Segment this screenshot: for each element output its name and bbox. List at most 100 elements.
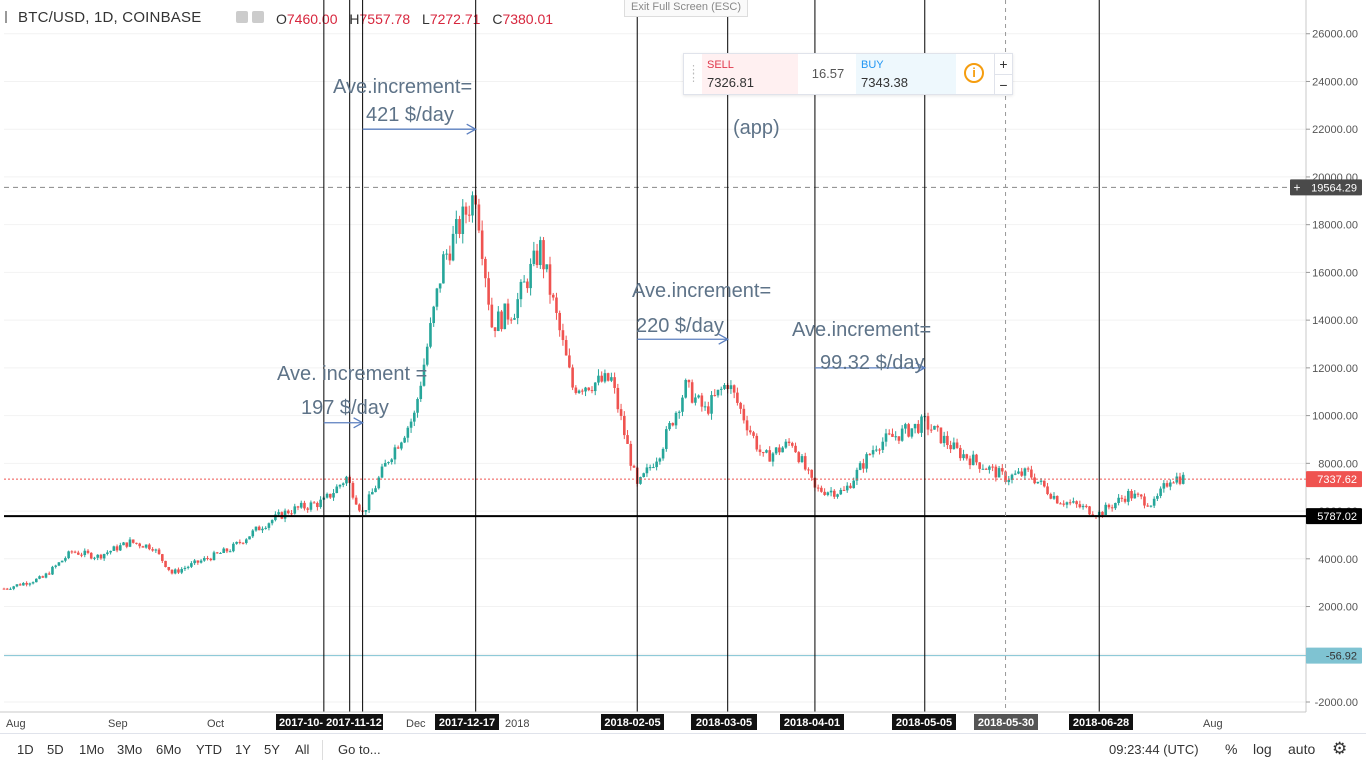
symbol-flag-icon[interactable]	[5, 11, 16, 23]
candle-body	[674, 412, 678, 426]
candle-body	[28, 583, 32, 585]
ohlc-close-value: 7380.01	[502, 11, 554, 27]
candle-body	[38, 576, 41, 579]
candle-body	[497, 311, 500, 332]
candle-body	[257, 526, 261, 531]
ohlc-high-value: 7557.78	[359, 11, 411, 27]
goto-button[interactable]: Go to...	[338, 742, 381, 757]
info-icon[interactable]: i	[964, 63, 984, 83]
candle-body	[1039, 480, 1043, 482]
date-marker-label: 2018-05-30	[978, 717, 1034, 729]
candle-body	[897, 436, 901, 441]
minus-button[interactable]: −	[995, 74, 1012, 95]
candle-body	[164, 560, 167, 567]
candle-body	[1001, 468, 1004, 472]
candle-body	[380, 466, 384, 478]
candle-body	[151, 549, 154, 551]
candle-body	[141, 546, 145, 548]
candle-body	[458, 219, 461, 234]
date-marker-label: 2017-12-17	[439, 717, 495, 729]
range-1mo-button[interactable]: 1Mo	[79, 742, 105, 757]
candle-body	[199, 560, 203, 563]
candle-body	[574, 387, 578, 393]
candle-body	[312, 502, 316, 504]
candle-body	[1133, 493, 1137, 499]
candle-body	[1165, 483, 1169, 487]
candle-body	[677, 411, 681, 413]
candle-body	[51, 566, 54, 575]
price-label: 5787.02	[1317, 511, 1357, 523]
utc-clock[interactable]: 09:23:44 (UTC)	[1109, 742, 1199, 757]
symbol-buttons	[236, 10, 268, 28]
candle-body	[713, 395, 717, 397]
annotation-text: 99.32 $/day	[820, 352, 925, 374]
candle-body	[833, 490, 836, 497]
range-5y-button[interactable]: 5Y	[264, 742, 280, 757]
ohlc-values: O7460.00 H7557.78 L7272.71 C7380.01	[276, 11, 561, 27]
candle-body	[432, 306, 435, 324]
ohlc-high-key: H	[349, 11, 360, 27]
price-label: -56.92	[1326, 651, 1357, 663]
candle-body	[403, 437, 406, 443]
date-marker-label: 2018-04-01	[784, 717, 840, 729]
range-1d-button[interactable]: 1D	[17, 742, 34, 757]
percent-toggle[interactable]: %	[1225, 741, 1238, 757]
candle-body	[810, 469, 813, 478]
candle-body	[561, 330, 565, 341]
candle-body	[952, 442, 956, 450]
candle-body	[758, 449, 762, 453]
candle-body	[1181, 474, 1185, 484]
log-toggle[interactable]: log	[1253, 741, 1272, 757]
auto-toggle[interactable]: auto	[1288, 741, 1316, 757]
plus-button[interactable]: +	[999, 56, 1008, 72]
range-6mo-button[interactable]: 6Mo	[156, 742, 182, 757]
candle-body	[623, 415, 626, 436]
visibility-icon[interactable]	[236, 11, 248, 23]
candle-body	[690, 382, 694, 403]
candle-body	[296, 506, 300, 508]
price-chart[interactable]: 28000.0026000.0024000.0022000.0020000.00…	[0, 0, 1366, 733]
range-5d-button[interactable]: 5D	[47, 742, 64, 757]
candle-body	[668, 423, 671, 430]
candle-body	[419, 385, 423, 399]
range-ytd-button[interactable]: YTD	[196, 742, 222, 757]
candle-body	[235, 541, 238, 544]
candle-body	[910, 428, 914, 437]
candle-body	[112, 546, 116, 551]
candle-body	[803, 456, 807, 470]
candle-body	[616, 387, 620, 410]
gear-icon[interactable]: ⚙	[1332, 739, 1348, 758]
candle-body	[529, 263, 532, 289]
buy-button[interactable]: BUY 7343.38	[856, 54, 956, 94]
candle-body	[131, 539, 135, 543]
candle-body	[31, 582, 35, 584]
candle-body	[742, 408, 746, 421]
range-all-button[interactable]: All	[295, 742, 310, 757]
candle-body	[70, 551, 74, 553]
date-marker-label: 2018-05-05	[896, 717, 952, 729]
candle-body	[1043, 480, 1046, 487]
date-marker-bg	[1069, 714, 1133, 730]
candle-body	[248, 536, 251, 540]
sell-button[interactable]: SELL 7326.81	[702, 54, 798, 94]
range-3mo-button[interactable]: 3Mo	[117, 742, 143, 757]
candle-body	[25, 582, 28, 585]
candle-body	[716, 389, 720, 396]
settings-small-icon[interactable]	[252, 11, 264, 23]
candle-body	[22, 582, 25, 586]
candle-body	[1046, 486, 1049, 495]
price-tick-label: 24000.00	[1312, 76, 1358, 88]
exit-fullscreen-button[interactable]: Exit Full Screen (ESC)	[624, 0, 749, 17]
quantity-stepper: + −	[994, 54, 1012, 94]
candle-body	[723, 384, 726, 389]
time-axis-label: Sep	[108, 718, 128, 730]
candle-body	[73, 551, 77, 553]
candle-body	[610, 377, 613, 381]
arrow-head-icon	[915, 362, 927, 374]
candle-body	[119, 545, 122, 551]
candle-body	[652, 467, 655, 469]
candle-body	[875, 449, 878, 451]
symbol-title[interactable]: BTC/USD, 1D, COINBASE	[18, 9, 202, 26]
drag-handle-icon[interactable]: ⋮ ⋮	[688, 64, 699, 84]
range-1y-button[interactable]: 1Y	[235, 742, 251, 757]
